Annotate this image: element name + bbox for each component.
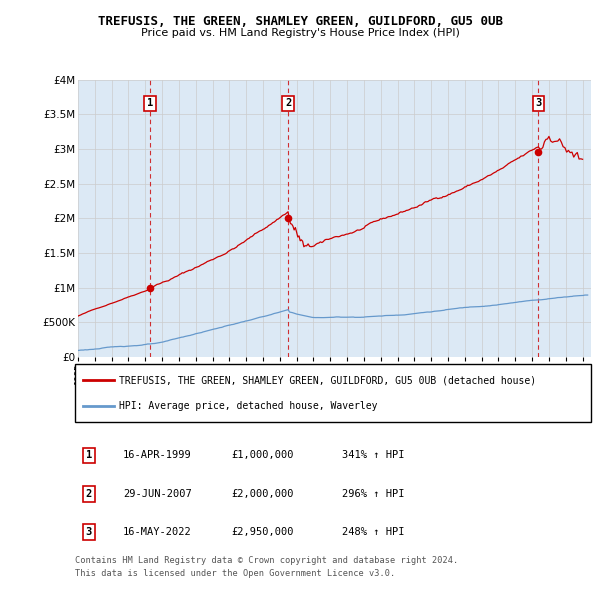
- Text: Contains HM Land Registry data © Crown copyright and database right 2024.: Contains HM Land Registry data © Crown c…: [75, 556, 458, 565]
- Text: 3: 3: [86, 527, 92, 537]
- Text: TREFUSIS, THE GREEN, SHAMLEY GREEN, GUILDFORD, GU5 0UB: TREFUSIS, THE GREEN, SHAMLEY GREEN, GUIL…: [97, 15, 503, 28]
- Text: 16-MAY-2022: 16-MAY-2022: [123, 527, 192, 537]
- Text: 16-APR-1999: 16-APR-1999: [123, 451, 192, 460]
- Text: Price paid vs. HM Land Registry's House Price Index (HPI): Price paid vs. HM Land Registry's House …: [140, 28, 460, 38]
- Text: 248% ↑ HPI: 248% ↑ HPI: [342, 527, 404, 537]
- Text: This data is licensed under the Open Government Licence v3.0.: This data is licensed under the Open Gov…: [75, 569, 395, 578]
- Text: £1,000,000: £1,000,000: [231, 451, 293, 460]
- Text: £2,000,000: £2,000,000: [231, 489, 293, 499]
- Text: 3: 3: [535, 98, 541, 108]
- Text: HPI: Average price, detached house, Waverley: HPI: Average price, detached house, Wave…: [119, 401, 377, 411]
- Text: £2,950,000: £2,950,000: [231, 527, 293, 537]
- Text: 2: 2: [285, 98, 291, 108]
- Text: 29-JUN-2007: 29-JUN-2007: [123, 489, 192, 499]
- Text: 341% ↑ HPI: 341% ↑ HPI: [342, 451, 404, 460]
- Text: 1: 1: [147, 98, 153, 108]
- Text: 1: 1: [86, 451, 92, 460]
- Text: TREFUSIS, THE GREEN, SHAMLEY GREEN, GUILDFORD, GU5 0UB (detached house): TREFUSIS, THE GREEN, SHAMLEY GREEN, GUIL…: [119, 375, 536, 385]
- FancyBboxPatch shape: [75, 364, 591, 422]
- Text: 2: 2: [86, 489, 92, 499]
- Text: 296% ↑ HPI: 296% ↑ HPI: [342, 489, 404, 499]
